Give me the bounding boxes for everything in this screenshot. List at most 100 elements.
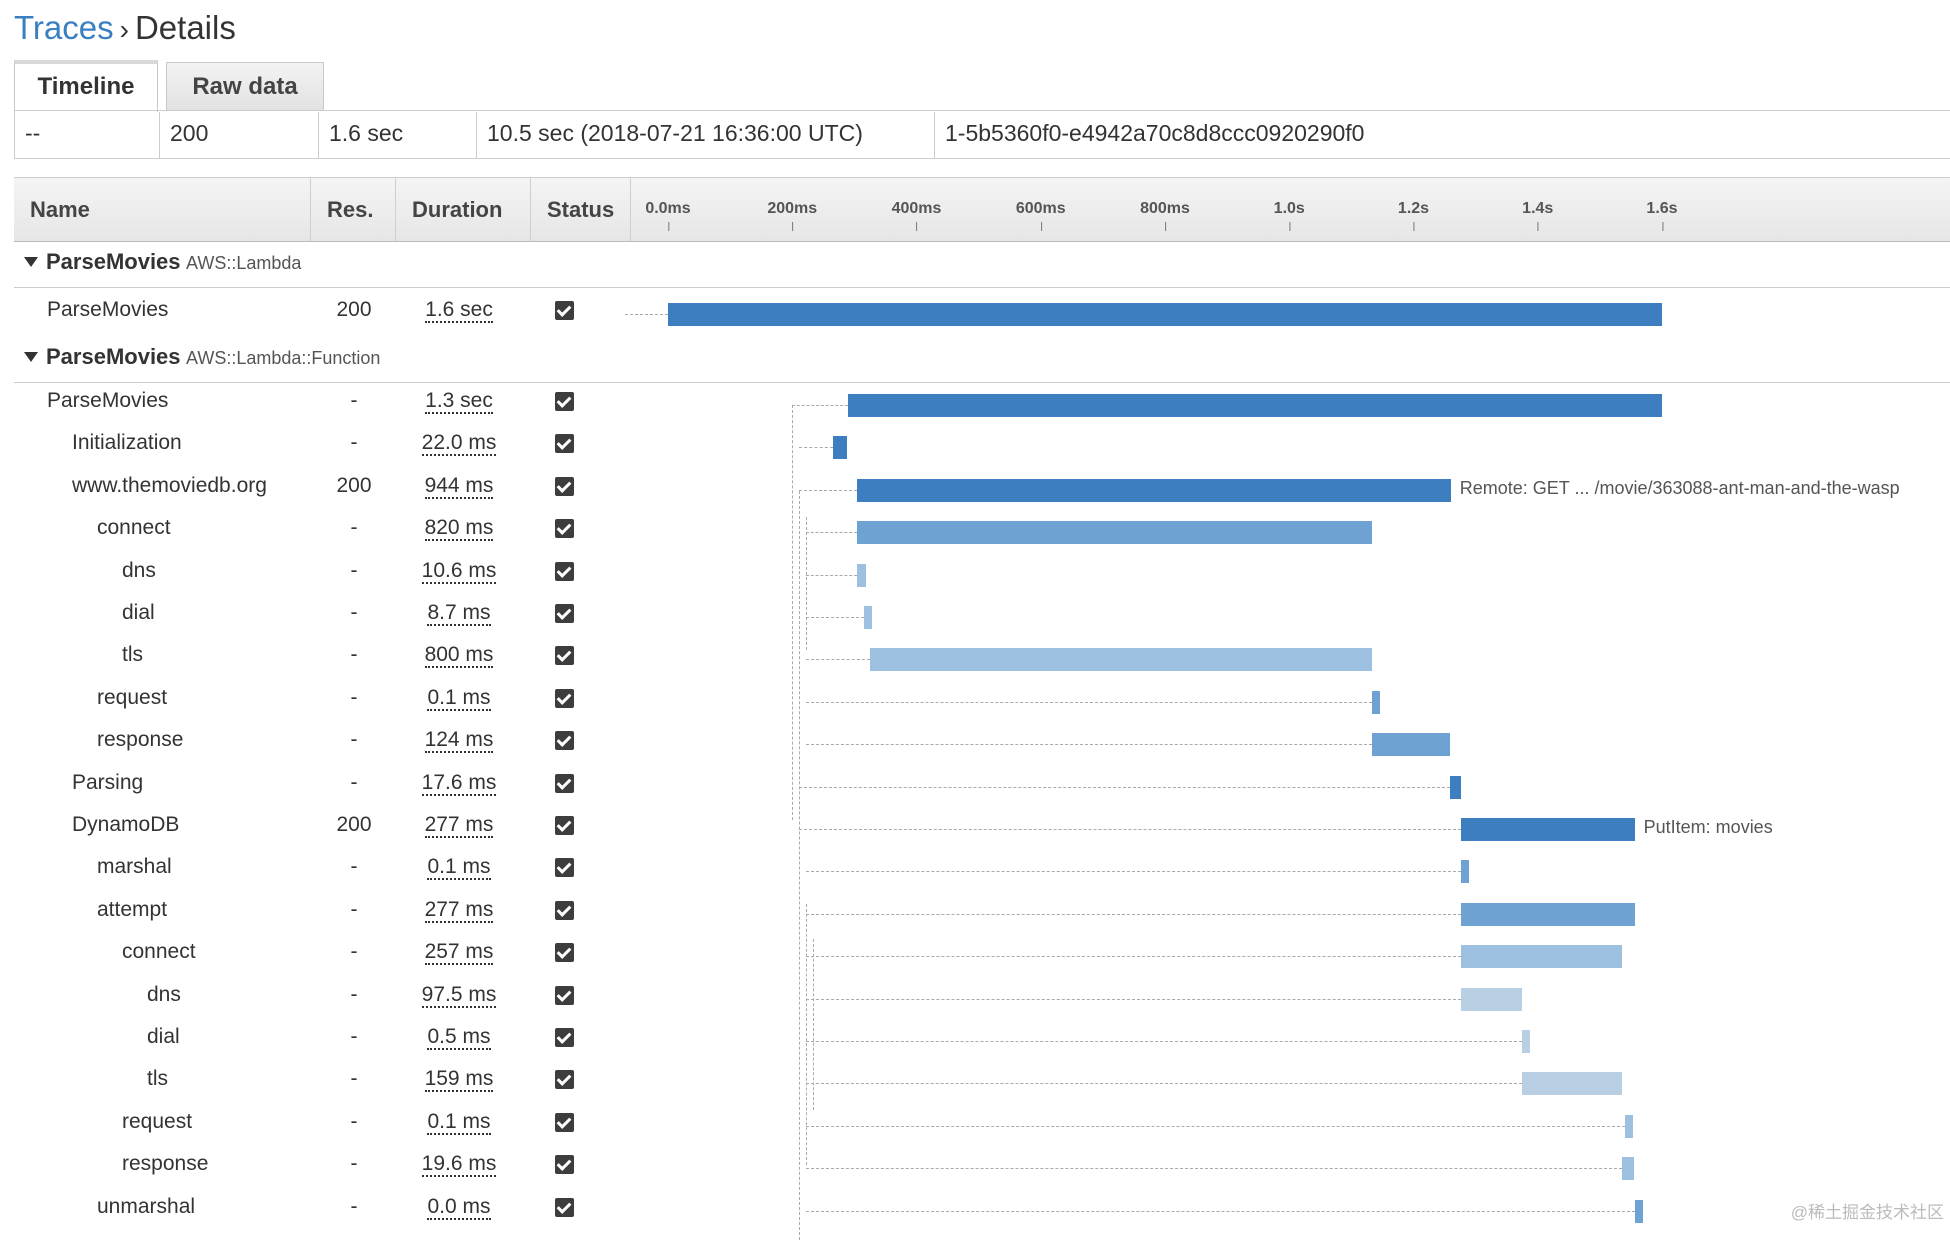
status-check-icon[interactable] [555, 519, 574, 539]
timeline-bar[interactable] [1521, 1072, 1622, 1096]
breadcrumb-traces-link[interactable]: Traces [14, 9, 114, 46]
trace-row[interactable]: attempt - 277 ms [0, 892, 1950, 934]
duration-link[interactable]: 1.6 sec [425, 298, 493, 323]
duration-link[interactable]: 257 ms [424, 940, 494, 966]
status-check-icon[interactable] [555, 1070, 574, 1090]
duration-link[interactable]: 0.0 ms [427, 1194, 491, 1220]
status-check-icon[interactable] [555, 604, 574, 623]
trace-row[interactable]: tls - 159 ms [0, 1061, 1950, 1103]
timeline-bar[interactable] [833, 436, 847, 460]
duration-link[interactable]: 944 ms [424, 473, 494, 499]
trace-row[interactable]: dial - 0.5 ms [0, 1019, 1950, 1061]
timeline-bar[interactable] [848, 394, 1662, 417]
status-check-icon[interactable] [555, 985, 574, 1005]
timeline-bar[interactable] [1624, 1114, 1633, 1138]
duration-link[interactable]: 820 ms [424, 516, 494, 542]
duration-link[interactable]: 17.6 ms [421, 770, 497, 796]
trace-row[interactable]: Initialization - 22.0 ms [0, 425, 1950, 467]
status-check-icon[interactable] [555, 943, 574, 963]
timeline-bar[interactable] [864, 606, 873, 629]
trace-row[interactable]: Parsing - 17.6 ms [0, 765, 1950, 807]
trace-row[interactable]: request - 0.1 ms [0, 680, 1950, 722]
timeline-bar[interactable] [1460, 860, 1469, 884]
trace-row[interactable]: connect - 820 ms [0, 510, 1950, 552]
duration-link[interactable]: 0.1 ms [427, 685, 491, 711]
duration-link[interactable]: 800 ms [424, 643, 494, 669]
timeline-bar[interactable] [1521, 1030, 1530, 1053]
trace-row[interactable]: dial - 8.7 ms [0, 595, 1950, 637]
status-check-icon[interactable] [555, 816, 574, 835]
timeline-bar[interactable] [668, 303, 1662, 326]
collapse-caret-icon[interactable] [24, 352, 38, 362]
timeline-bar[interactable] [857, 478, 1451, 502]
status-check-icon[interactable] [555, 301, 574, 320]
duration-link[interactable]: 124 ms [424, 728, 494, 754]
trace-row[interactable]: request - 0.1 ms [0, 1104, 1950, 1146]
timeline-bar[interactable] [869, 648, 1372, 672]
duration-link[interactable]: 1.3 sec [425, 389, 493, 414]
trace-row[interactable]: ParseMovies 200 1.6 sec [0, 292, 1950, 334]
collapse-caret-icon[interactable] [24, 257, 38, 267]
duration-link[interactable]: 277 ms [424, 897, 494, 923]
status-check-icon[interactable] [555, 900, 574, 920]
trace-row[interactable]: www.themoviedb.org 200 944 ms Remote: GET .… [0, 468, 1950, 510]
status-check-icon[interactable] [555, 561, 574, 581]
timeline-bar[interactable] [1371, 690, 1380, 714]
trace-row[interactable]: unmarshal - 0.0 ms [0, 1189, 1950, 1231]
timeline-bar[interactable] [1371, 733, 1450, 757]
response-code: - [350, 389, 358, 412]
timeline-connector [799, 489, 858, 491]
tab-raw-data[interactable]: Raw data [166, 62, 324, 110]
timeline-bar[interactable] [1460, 945, 1622, 969]
status-check-icon[interactable] [555, 1028, 574, 1047]
duration-link[interactable]: 19.6 ms [421, 1152, 497, 1178]
status-check-icon[interactable] [555, 688, 574, 708]
timeline-bar[interactable] [1621, 1157, 1635, 1181]
column-res[interactable]: Res. [311, 178, 396, 241]
timeline-bar[interactable] [1449, 775, 1461, 799]
timeline-bar[interactable] [1460, 902, 1635, 926]
column-duration[interactable]: Duration [396, 178, 531, 241]
timeline-bar[interactable] [1460, 818, 1635, 841]
status-check-icon[interactable] [555, 1155, 574, 1175]
response-code: 200 [336, 813, 372, 836]
trace-row[interactable]: dns - 97.5 ms [0, 977, 1950, 1019]
group-name[interactable]: ParseMovies [46, 249, 181, 274]
timeline-connector [806, 659, 870, 661]
duration-link[interactable]: 10.6 ms [421, 558, 497, 584]
status-check-icon[interactable] [555, 646, 574, 666]
status-check-icon[interactable] [555, 1112, 574, 1132]
duration-link[interactable]: 0.1 ms [427, 1109, 491, 1135]
trace-row[interactable]: dns - 10.6 ms [0, 553, 1950, 595]
duration-link[interactable]: 8.7 ms [427, 601, 491, 626]
duration-link[interactable]: 22.0 ms [421, 431, 497, 457]
timeline-bar[interactable] [1634, 1199, 1643, 1223]
status-check-icon[interactable] [555, 392, 574, 411]
trace-row[interactable]: marshal - 0.1 ms [0, 849, 1950, 891]
status-check-icon[interactable] [555, 773, 574, 793]
timeline-bar[interactable] [1460, 987, 1522, 1011]
timeline-bar[interactable] [857, 563, 866, 587]
status-check-icon[interactable] [555, 434, 574, 454]
group-name[interactable]: ParseMovies [46, 344, 181, 369]
duration-link[interactable]: 0.1 ms [427, 855, 491, 881]
trace-row[interactable]: response - 124 ms [0, 722, 1950, 764]
tab-timeline[interactable]: Timeline [14, 60, 158, 112]
duration-link[interactable]: 277 ms [424, 813, 494, 838]
segment-name: dial [147, 1025, 180, 1048]
timeline-bar[interactable] [857, 521, 1372, 545]
column-name[interactable]: Name [14, 178, 311, 241]
duration-link[interactable]: 159 ms [424, 1067, 494, 1093]
trace-row[interactable]: ParseMovies - 1.3 sec [0, 383, 1950, 425]
column-status[interactable]: Status [531, 178, 631, 241]
trace-row[interactable]: tls - 800 ms [0, 637, 1950, 679]
status-check-icon[interactable] [555, 1197, 574, 1217]
duration-link[interactable]: 97.5 ms [421, 982, 497, 1008]
trace-row[interactable]: response - 19.6 ms [0, 1146, 1950, 1188]
duration-link[interactable]: 0.5 ms [427, 1025, 491, 1050]
status-check-icon[interactable] [555, 858, 574, 878]
trace-row[interactable]: connect - 257 ms [0, 934, 1950, 976]
status-check-icon[interactable] [555, 476, 574, 496]
status-check-icon[interactable] [555, 731, 574, 751]
trace-row[interactable]: DynamoDB 200 277 ms PutItem: movies [0, 807, 1950, 849]
